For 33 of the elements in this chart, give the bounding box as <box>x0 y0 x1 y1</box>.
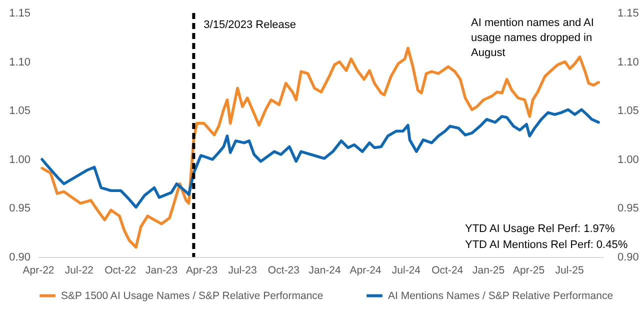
legend-label: S&P 1500 AI Usage Names / S&P Relative Performance <box>61 290 324 302</box>
line-series <box>40 108 600 209</box>
annotation: AI mention names and AI usage names dropped in August <box>471 17 594 59</box>
y2-tick-label: 0.90 <box>618 252 639 264</box>
y-tick-label: 1.05 <box>9 105 30 118</box>
x-tick-label: Apr-22 <box>22 264 54 276</box>
ref-line-label: 3/15/2023 Release <box>204 19 296 31</box>
x-tick-label: Apr-24 <box>350 264 382 276</box>
annotation: YTD AI Mentions Rel Perf: 0.45% <box>465 239 628 251</box>
y2-tick-label: 1.00 <box>618 154 639 166</box>
y2-tick-label: 1.05 <box>618 105 639 118</box>
x-tick-label: Jan-24 <box>308 264 342 276</box>
x-tick-label: Jan-25 <box>472 264 505 276</box>
x-tick-label: Apr-23 <box>186 264 218 276</box>
x-tick-label: Jul-25 <box>555 264 584 276</box>
y-tick-label: 1.15 <box>9 8 30 20</box>
y-tick-label: 0.90 <box>9 252 30 264</box>
x-tick-label: Jan-23 <box>145 264 178 276</box>
y-tick-label: 0.95 <box>9 202 30 215</box>
x-tick-label: Oct-22 <box>104 264 136 276</box>
annotation: YTD AI Usage Rel Perf: 1.97% <box>465 223 616 235</box>
y2-tick-label: 1.15 <box>618 8 639 20</box>
x-tick-label: Apr-25 <box>513 264 545 276</box>
y2-tick-label: 1.10 <box>618 56 639 68</box>
x-tick-label: Oct-24 <box>432 264 464 276</box>
y-tick-label: 1.00 <box>9 154 30 166</box>
y2-tick-label: 0.95 <box>618 202 639 215</box>
x-tick-label: Jul-24 <box>392 264 421 276</box>
legend-label: AI Mentions Names / S&P Relative Performance <box>388 290 614 302</box>
x-tick-label: Oct-23 <box>268 264 300 276</box>
y-tick-label: 1.10 <box>9 56 30 68</box>
x-tick-label: Jul-22 <box>64 264 94 276</box>
x-tick-label: Jul-23 <box>228 264 257 276</box>
